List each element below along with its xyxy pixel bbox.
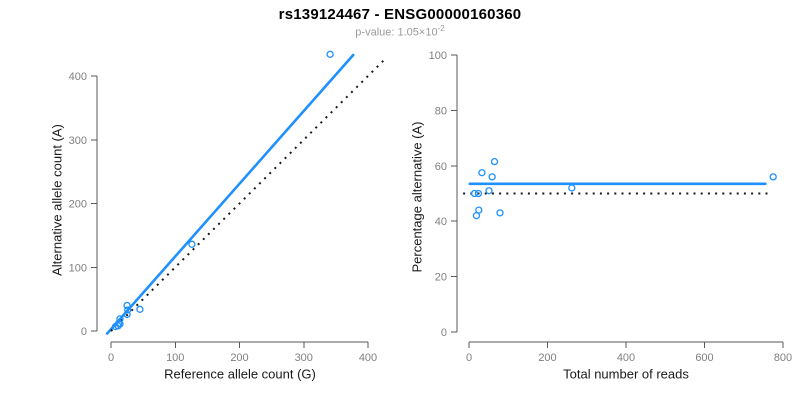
page-title: rs139124467 - ENSG00000160360 [278,6,522,23]
data-point [123,301,131,310]
data-point [116,315,124,323]
data-point [769,173,777,181]
chart-allele_counts: 0 100 200 300 400 0 100 200 300 400 [69,50,388,364]
data-point [478,169,486,177]
data-point [326,50,334,58]
x-tick-label: 0 [108,352,114,364]
data-point [568,184,576,192]
data-point [490,157,499,166]
p-value-subtitle: p-value: 1.05×10-2 [0,24,800,39]
data-point [136,305,144,313]
data-point [470,189,479,198]
data-point [485,187,493,195]
left-y-axis-label: Alternative allele count (A) [49,124,65,276]
y-tick-label: 80 [435,105,447,117]
y-tick-label: 300 [69,135,87,147]
y-tick-label: 0 [441,327,447,339]
data-point [475,206,483,214]
x-tick-label: 0 [466,352,472,364]
y-tick-label: 100 [69,262,87,274]
x-tick-label: 400 [617,352,635,364]
y-tick-label: 400 [69,71,87,83]
left-x-axis-label: Reference allele count (G) [164,366,316,382]
x-tick-label: 300 [295,352,313,364]
x-tick-label: 800 [774,352,792,364]
y-tick-label: 60 [435,161,447,173]
right-y-axis-label: Percentage alternative (A) [409,121,425,273]
data-point [496,209,504,217]
y-tick-label: 100 [429,50,447,62]
x-tick-label: 600 [695,352,713,364]
y-tick-label: 0 [81,326,87,338]
data-point [114,322,122,330]
data-point [124,306,132,314]
y-tick-label: 40 [435,216,447,228]
data-point [488,173,496,181]
y-tick-label: 20 [435,272,447,284]
right-x-axis-label: Total number of reads [563,366,689,382]
fit-line [105,53,355,335]
x-tick-label: 100 [166,352,184,364]
identity-line [110,56,388,332]
data-point [474,189,483,198]
data-point [116,320,124,328]
data-point [188,240,196,248]
x-tick-label: 200 [230,352,248,364]
chart-percentage_alternative: 0 20 40 60 80 100 0 200 400 600 800 [429,50,793,364]
x-tick-label: 200 [538,352,556,364]
x-tick-label: 400 [359,352,377,364]
p-value-text: p-value: 1.05×10 [355,26,438,39]
data-point [123,310,131,319]
p-value-exponent: -2 [437,24,445,33]
y-tick-label: 200 [69,199,87,211]
